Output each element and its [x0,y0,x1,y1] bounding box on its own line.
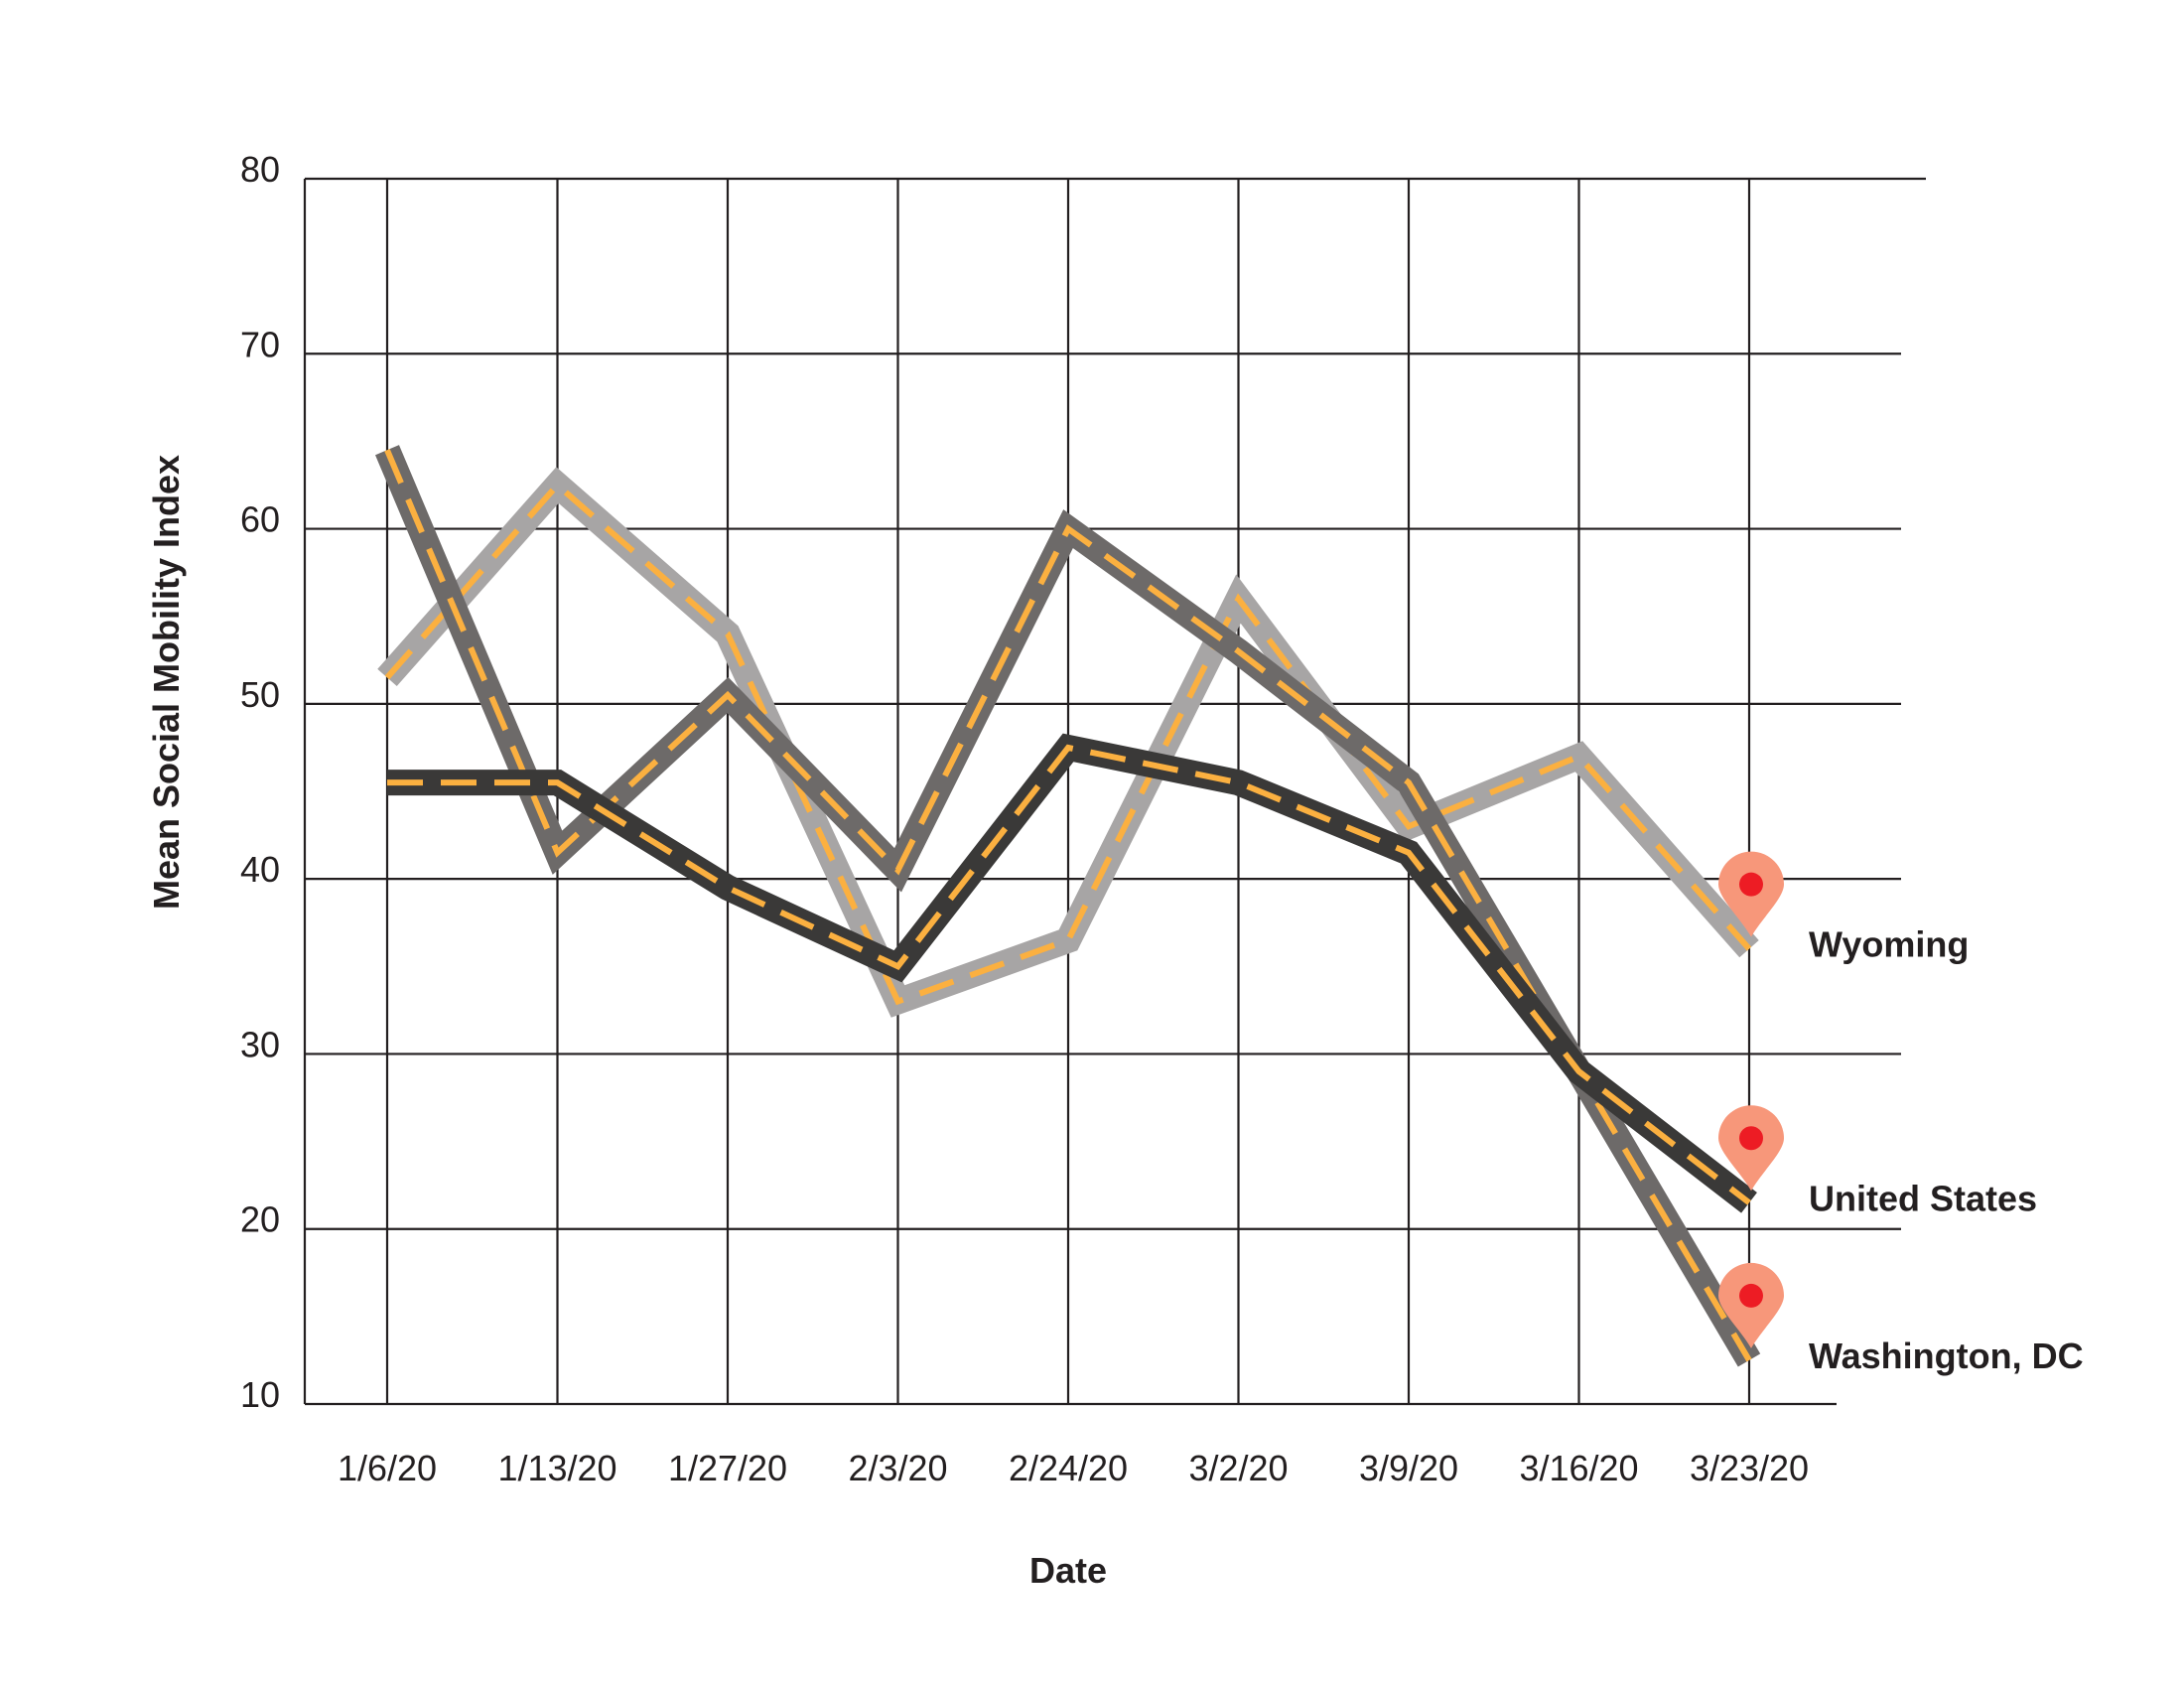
y-tick-label: 40 [240,849,280,890]
x-tick-label: 2/3/20 [848,1448,947,1488]
location-pin-icon [1718,1105,1784,1192]
series-label: Washington, DC [1809,1336,2084,1376]
series-dash [384,481,1752,1006]
y-axis-title: Mean Social Mobility Index [146,455,187,910]
series-dash [384,449,1752,1362]
series-labels: Wyoming Washington, DC United States [1718,851,2084,1376]
x-tick-label: 1/6/20 [338,1448,437,1488]
series-united-states [387,733,1757,1213]
series-lines [375,445,1761,1367]
series-wyoming [377,467,1759,1018]
y-tick-label: 70 [240,324,280,364]
x-tick-label: 2/24/20 [1009,1448,1128,1488]
y-tick-label: 20 [240,1199,280,1240]
series-washington-dc [375,445,1761,1367]
y-tick-label: 50 [240,674,280,715]
location-pin-icon [1718,851,1784,937]
location-pin-icon [1718,1262,1784,1348]
chart-grid [303,177,1926,1406]
y-axis-ticks: 10 20 30 40 50 60 70 80 [240,149,280,1415]
x-tick-label: 3/23/20 [1690,1448,1809,1488]
series-label: United States [1809,1178,2037,1218]
x-axis-title: Date [1029,1550,1107,1591]
series-label: Wyoming [1809,924,1969,965]
y-tick-label: 10 [240,1374,280,1415]
x-tick-label: 3/2/20 [1188,1448,1288,1488]
x-axis-ticks: 1/6/20 1/13/20 1/27/20 2/3/20 2/24/20 3/2/20 3… [338,1448,1809,1488]
y-tick-label: 80 [240,149,280,190]
series-dash [387,744,1751,1205]
y-tick-label: 30 [240,1024,280,1064]
x-tick-label: 3/9/20 [1359,1448,1458,1488]
x-tick-label: 1/27/20 [668,1448,787,1488]
x-tick-label: 1/13/20 [497,1448,616,1488]
x-tick-label: 3/16/20 [1519,1448,1638,1488]
y-tick-label: 60 [240,499,280,540]
